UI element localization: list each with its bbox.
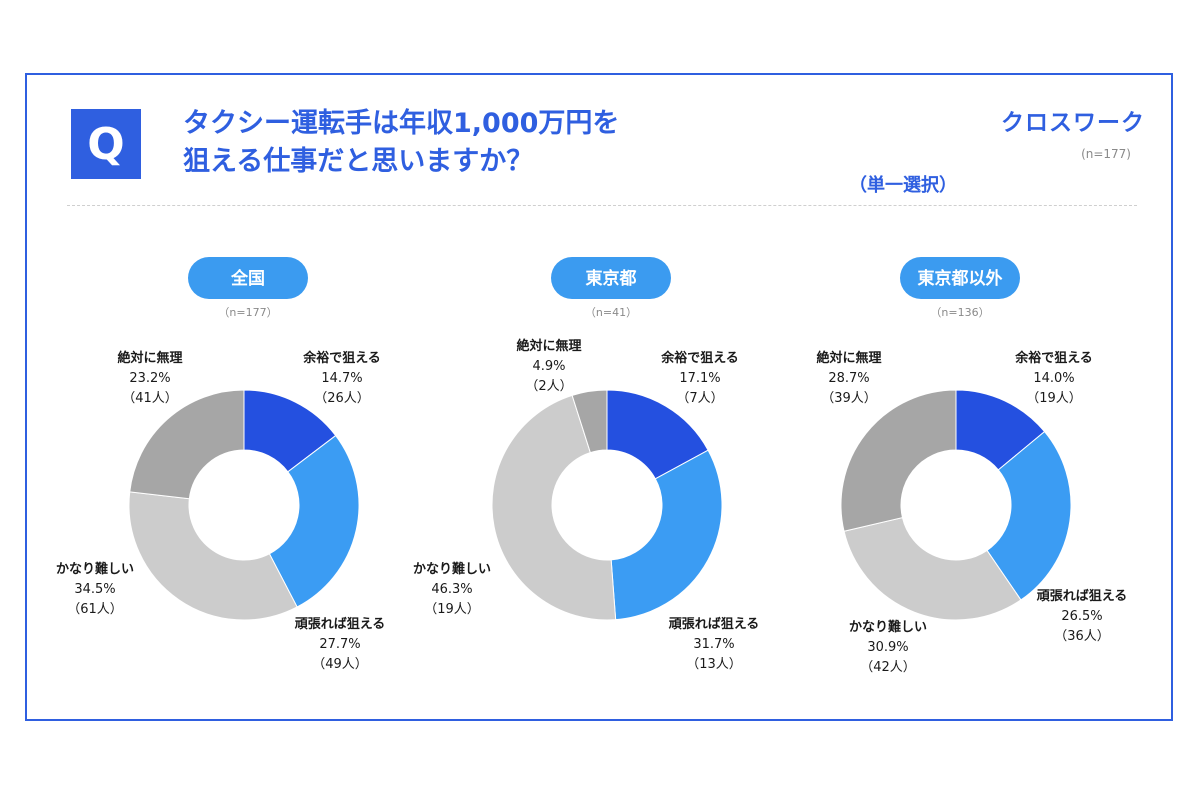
slice-label-category: 余裕で狙える — [660, 350, 739, 366]
donut-slice-2 — [986, 430, 1072, 601]
slice-label-category: 余裕で狙える — [1014, 350, 1093, 366]
slice-label-category: 絶対に無理 — [515, 338, 581, 354]
slice-label-count: （19人） — [424, 602, 480, 617]
slice-label-count: （39人） — [821, 391, 877, 406]
slice-label-category: 余裕で狙える — [302, 350, 381, 366]
donut-chart-2: 東京都 （n=41） 余裕で狙える 17.1% （7人） 頑張れば狙える 31.7% （13人… — [413, 257, 759, 672]
slice-label-count: （49人） — [312, 657, 368, 672]
question-mark-badge: Q — [71, 109, 141, 179]
slice-label-category: 頑張れば狙える — [294, 617, 386, 632]
chart-title: 東京都 — [586, 268, 637, 289]
slice-label-percent: 23.2% — [129, 371, 170, 386]
slice-label-category: 頑張れば狙える — [1036, 589, 1128, 604]
slice-label-category: かなり難しい — [849, 619, 927, 635]
slice-label-count: （61人） — [67, 602, 123, 617]
question-title-line-2: 狙える仕事だと思いますか？ — [183, 146, 534, 177]
donut-slice-3 — [128, 491, 298, 621]
chart-title-pill — [551, 257, 671, 299]
donut-slice-3 — [491, 394, 617, 621]
brand-logo: クロスワーク — [1001, 110, 1145, 136]
slice-label-count: （19人） — [1026, 391, 1082, 406]
slice-label-category: 頑張れば狙える — [668, 617, 760, 632]
slice-label-count: （36人） — [1054, 629, 1110, 644]
donut-slice-3 — [843, 516, 1022, 621]
slice-label-percent: 28.7% — [828, 371, 869, 386]
slice-label-percent: 46.3% — [431, 582, 472, 597]
donut-slice-2 — [610, 449, 723, 621]
slice-label-count: （2人） — [525, 379, 572, 394]
slice-label-percent: 14.7% — [321, 371, 362, 386]
slice-label-count: （42人） — [860, 660, 916, 675]
slice-label-category: かなり難しい — [56, 561, 134, 577]
donut-slice-2 — [268, 434, 360, 608]
question-title: タクシー運転手は年収1,000万円を 狙える仕事だと思いますか？ — [183, 105, 803, 181]
slice-label-percent: 27.7% — [319, 637, 360, 652]
slice-label-category: 絶対に無理 — [116, 350, 182, 366]
header-divider — [67, 205, 1137, 206]
total-sample-size: (n=177) — [1081, 147, 1131, 161]
slice-label-percent: 17.1% — [679, 371, 720, 386]
chart-title-pill — [900, 257, 1020, 299]
slice-label-count: （26人） — [314, 391, 370, 406]
slice-label-category: かなり難しい — [413, 561, 491, 577]
donut-slice-4 — [571, 389, 608, 454]
donut-chart-1: 全国 （n=177） 余裕で狙える 14.7% （26人） 頑張れば狙える 27.7% （49… — [56, 257, 385, 672]
answer-mode-label: （単一選択） — [849, 175, 957, 196]
slice-label-percent: 14.0% — [1033, 371, 1074, 386]
donut-chart-3: 東京都以外 （n=136） 余裕で狙える 14.0% （19人） 頑張れば狙える 26.5%… — [815, 257, 1127, 675]
chart-title: 東京都以外 — [918, 268, 1003, 289]
slice-label-percent: 34.5% — [74, 582, 115, 597]
slice-label-percent: 31.7% — [693, 637, 734, 652]
slice-label-percent: 4.9% — [532, 359, 565, 374]
slice-label-percent: 30.9% — [867, 640, 908, 655]
slice-label-category: 絶対に無理 — [815, 350, 881, 366]
chart-title: 全国 — [230, 268, 265, 289]
question-title-line-1: タクシー運転手は年収1,000万円を — [183, 108, 620, 139]
donut-slice-4 — [129, 389, 245, 500]
chart-title-pill — [188, 257, 308, 299]
slice-label-count: （13人） — [686, 657, 742, 672]
chart-sample-size: （n=41） — [585, 306, 637, 319]
slice-label-count: （41人） — [122, 391, 178, 406]
slice-label-percent: 26.5% — [1061, 609, 1102, 624]
slice-label-count: （7人） — [676, 391, 723, 406]
chart-sample-size: （n=177） — [218, 306, 277, 319]
chart-sample-size: （n=136） — [930, 306, 989, 319]
donut-slice-4 — [840, 389, 957, 532]
